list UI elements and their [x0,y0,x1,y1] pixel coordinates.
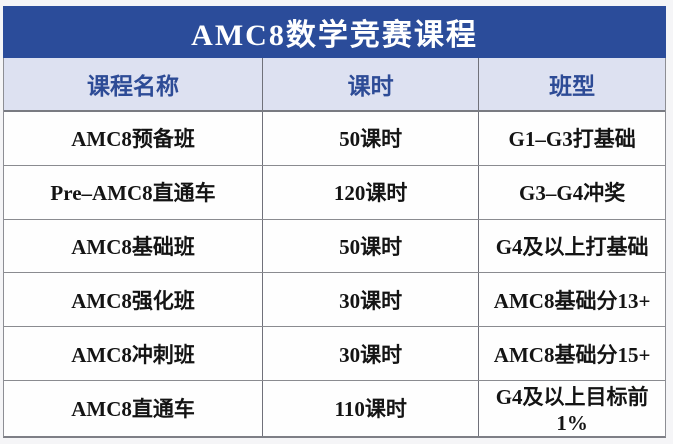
course-name-cell: AMC8基础班 [4,219,264,273]
class-type-cell: AMC8基础分15+ [493,342,651,367]
course-name-cell: AMC8冲刺班 [4,327,264,380]
table-row: AMC8预备班 50课时 G1–G3打基础 [4,112,665,166]
course-name-cell: AMC8强化班 [4,273,264,327]
hours-cell: 50课时 [263,219,480,273]
table-row: AMC8直通车 110课时 G4及以上目标前1% [4,380,665,436]
table-row: AMC8基础班 50课时 G4及以上打基础 [4,219,665,274]
hours-cell: 50课时 [263,112,480,165]
course-table: AMC8数学竞赛课程 课程名称 课时 班型 AMC8预备班 50课时 G1–G3… [3,6,666,438]
column-header-class-type: 班型 [549,74,596,99]
class-type-cell: G3–G4冲奖 [519,181,626,206]
table-body: 课程名称 课时 班型 AMC8预备班 50课时 G1–G3打基础 Pre–AMC… [3,58,666,438]
course-name-cell: Pre–AMC8直通车 [4,165,264,219]
hours-cell: 110课时 [263,380,480,436]
hours-cell: 30课时 [263,327,480,380]
table-header-row: 课程名称 课时 班型 [4,58,665,112]
table-row: Pre–AMC8直通车 120课时 G3–G4冲奖 [4,165,665,220]
course-name-cell: AMC8直通车 [4,380,264,436]
course-name-cell: AMC8预备班 [4,112,264,165]
class-type-cell: G1–G3打基础 [508,127,636,152]
column-header-hours: 课时 [263,58,480,110]
class-type-cell: G4及以上打基础 [495,234,649,259]
hours-cell: 30课时 [263,273,480,327]
class-type-cell: G4及以上目标前1% [495,384,649,435]
table-row: AMC8冲刺班 30课时 AMC8基础分15+ [4,327,665,381]
class-type-cell: AMC8基础分13+ [493,288,651,313]
table-title: AMC8数学竞赛课程 [3,6,666,58]
column-header-course-name: 课程名称 [4,58,264,110]
table-row: AMC8强化班 30课时 AMC8基础分13+ [4,273,665,328]
hours-cell: 120课时 [263,165,480,219]
table-rows-container: AMC8预备班 50课时 G1–G3打基础 Pre–AMC8直通车 120课时 … [4,112,665,436]
